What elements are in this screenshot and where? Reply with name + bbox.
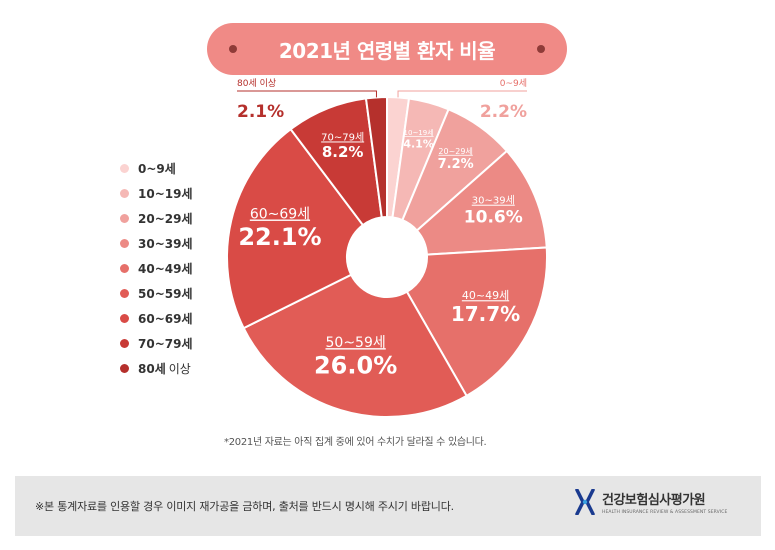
legend-label: 30~39세	[138, 237, 193, 251]
slice-category-label: 80세 이상	[237, 78, 276, 89]
slice-value-label: 8.2%	[322, 143, 364, 161]
legend-item: 70~79세	[120, 331, 193, 356]
legend-label: 20~29세	[138, 212, 193, 226]
slice-category-label: 60~69세	[250, 207, 310, 223]
legend-swatch	[120, 189, 129, 198]
legend-label: 10~19세	[138, 187, 193, 201]
slice-category-label: 50~59세	[326, 335, 386, 351]
title-dot-left	[229, 45, 237, 53]
legend-label: 60~69세	[138, 312, 193, 326]
slice-category-label: 70~79세	[321, 131, 364, 143]
org-logo: 건강보험심사평가원 HEALTH INSURANCE REVIEW & ASSE…	[575, 489, 727, 515]
legend-label: 50~59세	[138, 287, 193, 301]
pie-slice	[242, 273, 468, 418]
legend-swatch	[120, 289, 129, 298]
footnote: *2021년 자료는 아직 집계 중에 있어 수치가 달라질 수 있습니다.	[224, 437, 487, 448]
chart-legend: 0~9세 10~19세 20~29세 30~39세 40~49세 50~59세 60~69세…	[120, 156, 193, 381]
slice-category-label: 0~9세	[500, 78, 527, 89]
legend-label: 80세	[138, 362, 166, 376]
legend-item: 20~29세	[120, 206, 193, 231]
pie-slice	[415, 149, 548, 256]
legend-label: 40~49세	[138, 262, 193, 276]
footer-bar: ※본 통계자료를 인용할 경우 이미지 재가공을 금하며, 출처를 반드시 명시…	[15, 476, 761, 536]
legend-swatch	[120, 364, 129, 373]
slice-value-label: 2.1%	[237, 102, 284, 122]
legend-label: 0~9세	[138, 162, 176, 176]
slice-value-label: 22.1%	[238, 223, 321, 251]
slice-value-label: 17.7%	[451, 302, 520, 326]
pie-slice	[226, 127, 365, 330]
legend-item: 10~19세	[120, 181, 193, 206]
legend-item: 30~39세	[120, 231, 193, 256]
legend-swatch	[120, 214, 129, 223]
legend-swatch	[120, 164, 129, 173]
slice-category-label: 30~39세	[472, 195, 515, 207]
slice-category-label: 10~19세	[404, 128, 434, 137]
org-name: 건강보험심사평가원	[602, 493, 706, 508]
legend-label: 70~79세	[138, 337, 193, 351]
legend-swatch	[120, 264, 129, 273]
legend-swatch	[120, 314, 129, 323]
pie-slice	[405, 246, 548, 398]
legend-label-extra: 이상	[168, 362, 191, 376]
legend-item: 80세 이상	[120, 356, 193, 381]
legend-item: 60~69세	[120, 306, 193, 331]
leader-line	[237, 90, 377, 98]
legend-swatch	[120, 239, 129, 248]
footer-notice: ※본 통계자료를 인용할 경우 이미지 재가공을 금하며, 출처를 반드시 명시…	[35, 500, 454, 513]
slice-category-label: 40~49세	[462, 289, 509, 302]
slice-value-label: 26.0%	[314, 352, 397, 380]
slice-value-label: 10.6%	[464, 207, 523, 227]
hira-logo-icon	[575, 489, 595, 515]
slice-value-label: 7.2%	[438, 157, 474, 172]
legend-item: 40~49세	[120, 256, 193, 281]
legend-item: 50~59세	[120, 281, 193, 306]
chart-title: 2021년 연령별 환자 비율	[278, 38, 496, 63]
pie-slice	[364, 95, 388, 219]
slice-value-label: 4.1%	[403, 137, 434, 150]
legend-item: 0~9세	[120, 156, 193, 181]
org-subtitle: HEALTH INSURANCE REVIEW & ASSESSMENT SER…	[602, 510, 728, 515]
slice-category-label: 20~29세	[438, 147, 472, 156]
slice-value-label: 2.2%	[480, 102, 527, 122]
leader-line	[397, 90, 527, 98]
chart-title-banner: 2021년 연령별 환자 비율	[207, 23, 567, 75]
title-dot-right	[537, 45, 545, 53]
legend-swatch	[120, 339, 129, 348]
